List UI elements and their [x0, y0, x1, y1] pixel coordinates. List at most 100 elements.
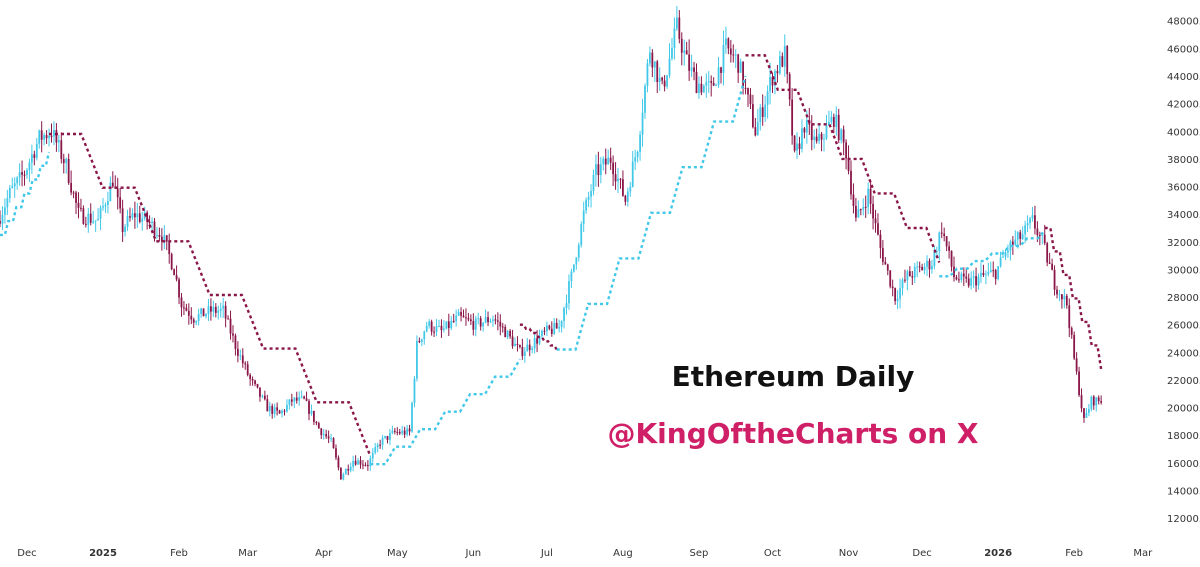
bull-candle [636, 151, 639, 158]
bull-candle [200, 308, 202, 314]
bull-candle [906, 271, 909, 281]
bull-candle [984, 274, 987, 276]
bear-candle [958, 279, 960, 281]
bear-candle [67, 158, 70, 183]
bear-candle [771, 77, 774, 86]
bear-candle [695, 72, 698, 94]
bear-candle [158, 234, 161, 237]
bull-candle [553, 322, 556, 334]
bear-candle [884, 261, 887, 265]
author-handle: @KingOftheCharts on X [607, 417, 978, 450]
bull-candle [369, 458, 372, 467]
bull-candle [156, 234, 158, 236]
y-tick-label: 42000.0 [1167, 100, 1200, 111]
bull-candle [322, 434, 325, 436]
bear-candle [332, 438, 335, 449]
y-tick-label: 22000.0 [1167, 376, 1200, 387]
bull-candle [442, 328, 445, 331]
bull-candle [11, 186, 14, 188]
bear-candle [335, 448, 337, 458]
bull-candle [926, 260, 928, 267]
bull-candle [818, 133, 821, 142]
bear-candle [776, 71, 779, 74]
bull-candle [357, 460, 359, 465]
bear-candle [295, 397, 298, 401]
supertrend-down-line [1044, 226, 1103, 370]
bull-candle [420, 339, 423, 343]
bull-candle [778, 56, 781, 74]
bear-candle [362, 464, 364, 466]
bear-candle [45, 135, 48, 139]
bear-candle [891, 286, 894, 289]
y-tick-label: 34000.0 [1167, 210, 1200, 221]
bull-candle [796, 143, 798, 151]
bear-candle [1068, 305, 1071, 329]
bull-candle [774, 71, 776, 86]
bull-candle [53, 130, 55, 137]
bear-candle [472, 321, 475, 330]
supertrend-down-line [519, 323, 558, 351]
y-tick-label: 30000.0 [1167, 265, 1200, 276]
bear-candle [911, 276, 914, 278]
bull-candle [896, 298, 899, 302]
y-tick-label: 26000.0 [1167, 321, 1200, 332]
bear-candle [170, 254, 173, 270]
bear-candle [479, 318, 482, 327]
bull-candle [413, 378, 416, 403]
bear-candle [467, 318, 470, 320]
bear-candle [850, 170, 852, 195]
plot-area [0, 6, 1103, 481]
bull-candle [641, 112, 644, 135]
bull-candle [977, 276, 980, 286]
bull-candle [344, 468, 347, 475]
bear-candle [1061, 294, 1063, 300]
y-tick-label: 20000.0 [1167, 404, 1200, 415]
bull-candle [445, 321, 448, 329]
bear-candle [379, 444, 382, 446]
bull-candle [371, 452, 374, 459]
bull-candle [219, 308, 222, 311]
bear-candle [227, 318, 229, 320]
bear-candle [462, 315, 465, 318]
bull-candle [590, 190, 592, 197]
bull-candle [572, 264, 575, 272]
bull-candle [646, 63, 649, 86]
bear-candle [832, 116, 835, 127]
bull-candle [671, 48, 673, 59]
bull-candle [222, 305, 225, 309]
bear-candle [487, 317, 489, 323]
bear-candle [339, 467, 342, 480]
bear-candle [820, 133, 823, 140]
bear-candle [180, 297, 183, 308]
y-tick-label: 46000.0 [1167, 44, 1200, 55]
bull-candle [653, 61, 656, 68]
bear-candle [337, 457, 340, 468]
bull-candle [286, 404, 288, 412]
bear-candle [810, 124, 813, 141]
bull-candle [151, 221, 153, 224]
bear-candle [854, 205, 857, 218]
bear-candle [555, 322, 558, 329]
bear-candle [712, 82, 715, 86]
bear-candle [975, 276, 977, 286]
bull-candle [901, 279, 904, 289]
y-tick-label: 38000.0 [1167, 155, 1200, 166]
bull-candle [607, 157, 610, 165]
bull-candle [1085, 412, 1088, 418]
bear-candle [465, 317, 467, 319]
bear-candle [624, 195, 627, 202]
bull-candle [342, 474, 345, 480]
bull-candle [801, 128, 803, 149]
bear-candle [70, 182, 73, 193]
bull-candle [1058, 294, 1061, 296]
chart-title: Ethereum Daily [672, 360, 915, 393]
bull-candle [690, 67, 693, 71]
bull-candle [560, 320, 563, 327]
bear-candle [852, 194, 855, 206]
bull-candle [310, 410, 313, 414]
bear-candle [469, 319, 472, 322]
bear-candle [160, 236, 163, 242]
bull-candle [261, 395, 264, 397]
y-tick-label: 16000.0 [1167, 459, 1200, 470]
x-tick-label: Oct [764, 548, 781, 559]
